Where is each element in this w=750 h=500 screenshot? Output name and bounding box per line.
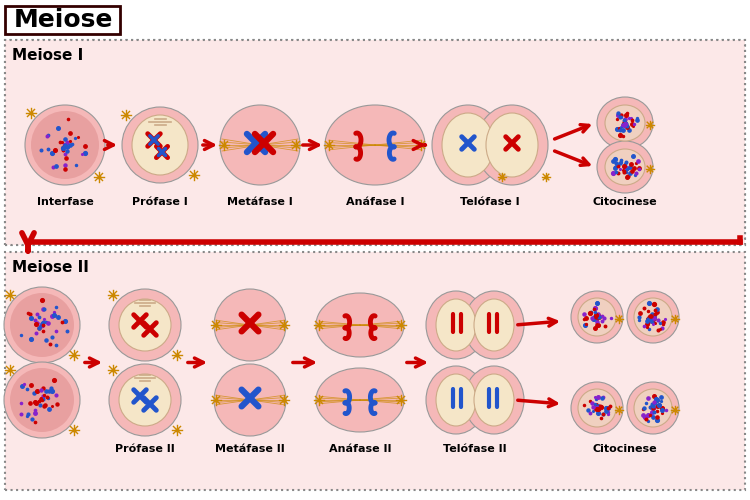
Ellipse shape <box>4 362 80 438</box>
Text: Meiose II: Meiose II <box>12 260 88 275</box>
Text: Meiose I: Meiose I <box>12 48 83 63</box>
Ellipse shape <box>316 293 404 357</box>
Bar <box>5 40 745 245</box>
Text: Citocinese: Citocinese <box>592 197 657 207</box>
Text: Anáfase I: Anáfase I <box>346 197 404 207</box>
Text: Prófase II: Prófase II <box>116 444 175 454</box>
Bar <box>5 252 745 490</box>
FancyBboxPatch shape <box>5 6 120 34</box>
Ellipse shape <box>627 291 679 343</box>
Bar <box>5 40 745 245</box>
Ellipse shape <box>214 364 286 436</box>
Ellipse shape <box>214 289 286 361</box>
Ellipse shape <box>464 366 524 434</box>
Ellipse shape <box>10 368 74 432</box>
Ellipse shape <box>442 113 494 177</box>
Ellipse shape <box>316 368 404 432</box>
Text: Telófase II: Telófase II <box>443 444 507 454</box>
Ellipse shape <box>605 149 645 185</box>
Ellipse shape <box>220 105 300 185</box>
Ellipse shape <box>486 113 538 177</box>
Ellipse shape <box>605 105 645 141</box>
Ellipse shape <box>432 105 504 185</box>
Ellipse shape <box>474 299 514 351</box>
Ellipse shape <box>578 389 616 427</box>
Ellipse shape <box>10 293 74 357</box>
Ellipse shape <box>476 105 548 185</box>
Text: Metáfase II: Metáfase II <box>215 444 285 454</box>
Text: Anáfase II: Anáfase II <box>328 444 392 454</box>
Text: Meiose: Meiose <box>14 8 113 32</box>
Ellipse shape <box>597 97 653 149</box>
Text: Telófase I: Telófase I <box>460 197 520 207</box>
Ellipse shape <box>119 299 171 351</box>
Ellipse shape <box>627 382 679 434</box>
Ellipse shape <box>132 115 188 175</box>
Ellipse shape <box>426 366 486 434</box>
Ellipse shape <box>634 389 672 427</box>
Ellipse shape <box>634 298 672 336</box>
Ellipse shape <box>25 105 105 185</box>
Ellipse shape <box>571 291 623 343</box>
Text: Interfase: Interfase <box>37 197 93 207</box>
Ellipse shape <box>436 299 476 351</box>
Text: Metáfase I: Metáfase I <box>227 197 292 207</box>
Ellipse shape <box>436 374 476 426</box>
Ellipse shape <box>4 287 80 363</box>
Text: Citocinese: Citocinese <box>592 444 657 454</box>
Ellipse shape <box>109 364 181 436</box>
Ellipse shape <box>578 298 616 336</box>
Text: Prófase I: Prófase I <box>132 197 188 207</box>
Ellipse shape <box>474 374 514 426</box>
Ellipse shape <box>325 105 425 185</box>
Bar <box>5 252 745 490</box>
Ellipse shape <box>597 141 653 193</box>
Ellipse shape <box>122 107 198 183</box>
Ellipse shape <box>119 374 171 426</box>
Ellipse shape <box>31 111 99 179</box>
Ellipse shape <box>109 289 181 361</box>
Ellipse shape <box>426 291 486 359</box>
Ellipse shape <box>464 291 524 359</box>
Ellipse shape <box>571 382 623 434</box>
Bar <box>5 40 745 245</box>
